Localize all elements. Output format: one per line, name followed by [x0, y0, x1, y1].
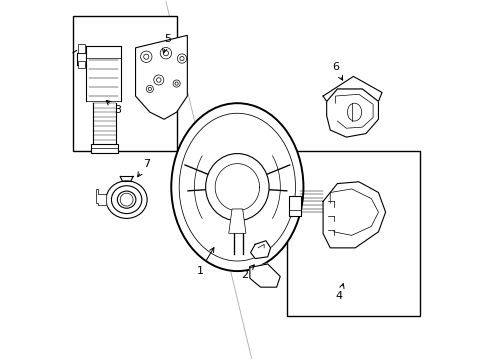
Text: 5: 5 — [163, 34, 171, 53]
Circle shape — [120, 193, 133, 206]
Circle shape — [140, 51, 152, 63]
Circle shape — [177, 54, 186, 63]
Ellipse shape — [171, 103, 303, 271]
Bar — [73, 16, 176, 152]
Polygon shape — [135, 35, 187, 119]
Ellipse shape — [179, 113, 295, 261]
Bar — [91, 144, 118, 153]
Text: 7: 7 — [138, 159, 149, 177]
Polygon shape — [326, 89, 378, 137]
Bar — [288, 196, 300, 216]
Ellipse shape — [117, 191, 136, 208]
Ellipse shape — [111, 186, 142, 213]
Bar — [78, 61, 84, 68]
Circle shape — [146, 85, 153, 93]
Text: 2: 2 — [241, 265, 254, 280]
Circle shape — [163, 51, 168, 56]
Text: 1: 1 — [196, 248, 213, 276]
Circle shape — [156, 78, 161, 82]
Polygon shape — [323, 76, 381, 102]
Circle shape — [180, 57, 183, 60]
Circle shape — [175, 82, 178, 85]
Text: 4: 4 — [335, 284, 343, 301]
Polygon shape — [250, 241, 270, 258]
Polygon shape — [95, 189, 106, 205]
Circle shape — [143, 54, 148, 59]
Bar — [78, 44, 84, 53]
Polygon shape — [323, 182, 385, 248]
Polygon shape — [249, 264, 280, 287]
Ellipse shape — [106, 181, 147, 219]
Ellipse shape — [346, 103, 361, 121]
Text: 3: 3 — [106, 100, 121, 115]
Circle shape — [173, 80, 180, 87]
Circle shape — [148, 87, 151, 90]
Circle shape — [153, 75, 163, 85]
Ellipse shape — [205, 154, 268, 221]
Circle shape — [160, 48, 171, 59]
Polygon shape — [228, 209, 245, 233]
Bar — [287, 152, 419, 316]
Text: 6: 6 — [331, 63, 342, 80]
